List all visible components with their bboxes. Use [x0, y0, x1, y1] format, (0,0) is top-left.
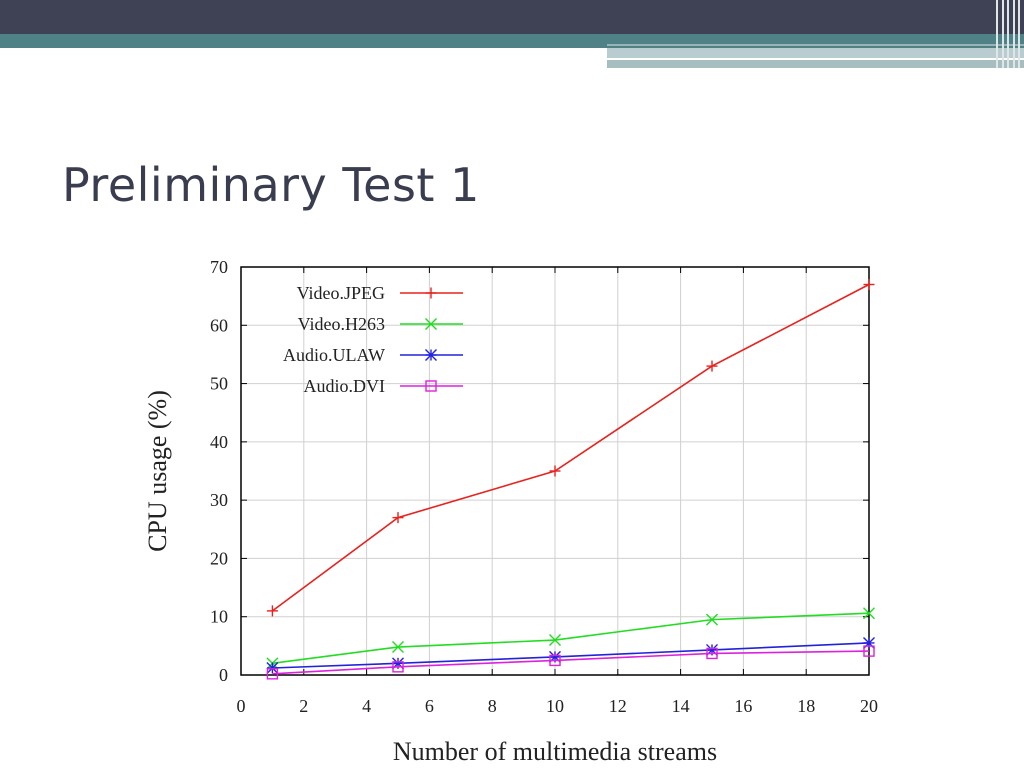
x-tick-label: 0 [237, 696, 246, 716]
x-tick-label: 4 [362, 696, 371, 716]
x-tick-label: 6 [425, 696, 434, 716]
y-tick-label: 30 [210, 490, 228, 510]
legend-marker-audio-dvi [425, 380, 437, 392]
data-point-audio-dvi [549, 654, 561, 667]
series-line-audio-dvi [272, 650, 870, 675]
cpu-usage-chart: 0 2 4 6 8 10 12 14 16 18 20 0 10 20 30 40 50 60 70 Video.J… [143, 257, 878, 766]
y-tick-label: 20 [210, 548, 228, 568]
x-axis-label: Number of multimedia streams [393, 737, 717, 766]
y-tick-label: 50 [210, 374, 228, 394]
legend-marker-video-h263 [425, 318, 437, 330]
x-tick-label: 8 [488, 696, 497, 716]
y-axis-label: CPU usage (%) [143, 390, 172, 552]
y-tick-label: 0 [219, 665, 228, 685]
header-dark-band [0, 0, 1024, 34]
header-accent-line [607, 44, 1024, 46]
y-tick-label: 40 [210, 432, 228, 452]
data-point-video-jpeg [549, 465, 561, 477]
header-light-band [607, 48, 1024, 58]
legend-marker-video-jpeg [425, 287, 437, 299]
data-point-video-jpeg [863, 278, 875, 290]
header-decorative-bars [994, 0, 1024, 68]
x-tick-label: 10 [546, 696, 564, 716]
series-lines [266, 278, 875, 680]
data-point-audio-dvi [266, 668, 279, 680]
data-point-video-jpeg [392, 512, 404, 524]
data-point-video-jpeg [266, 605, 278, 617]
y-tick-label: 10 [210, 607, 228, 627]
legend-label-audio-ulaw: Audio.ULAW [283, 345, 385, 365]
data-point-video-h263 [863, 607, 875, 620]
data-point-video-h263 [706, 613, 718, 626]
legend-marker-audio-ulaw [425, 349, 437, 361]
axis-ticks: 0 2 4 6 8 10 12 14 16 18 20 0 10 20 30 40 50 60 70 [210, 257, 878, 716]
grid [241, 267, 869, 675]
x-tick-label: 18 [797, 696, 815, 716]
legend-label-video-h263: Video.H263 [298, 314, 385, 334]
data-point-audio-dvi [392, 661, 404, 673]
legend-label-video-jpeg: Video.JPEG [297, 283, 385, 303]
legend-label-audio-dvi: Audio.DVI [304, 376, 386, 396]
data-point-video-jpeg [706, 360, 718, 372]
y-tick-label: 70 [210, 257, 228, 277]
data-point-audio-dvi [863, 645, 875, 657]
legend: Video.JPEG Video.H263 Audio.ULAW Audio.DVI [283, 283, 463, 396]
x-tick-label: 20 [860, 696, 878, 716]
series-line-audio-ulaw [272, 642, 870, 669]
x-tick-label: 12 [609, 696, 627, 716]
data-point-video-h263 [549, 634, 561, 647]
x-tick-label: 16 [734, 696, 752, 716]
slide-title: Preliminary Test 1 [62, 158, 480, 212]
header-light-band-lower [607, 60, 1024, 68]
x-tick-label: 14 [672, 696, 690, 716]
header-white-line [826, 58, 946, 60]
x-tick-label: 2 [299, 696, 308, 716]
data-point-audio-ulaw [266, 662, 279, 675]
data-point-audio-dvi [706, 647, 718, 660]
data-point-video-h263 [392, 641, 404, 654]
y-tick-label: 60 [210, 315, 228, 335]
